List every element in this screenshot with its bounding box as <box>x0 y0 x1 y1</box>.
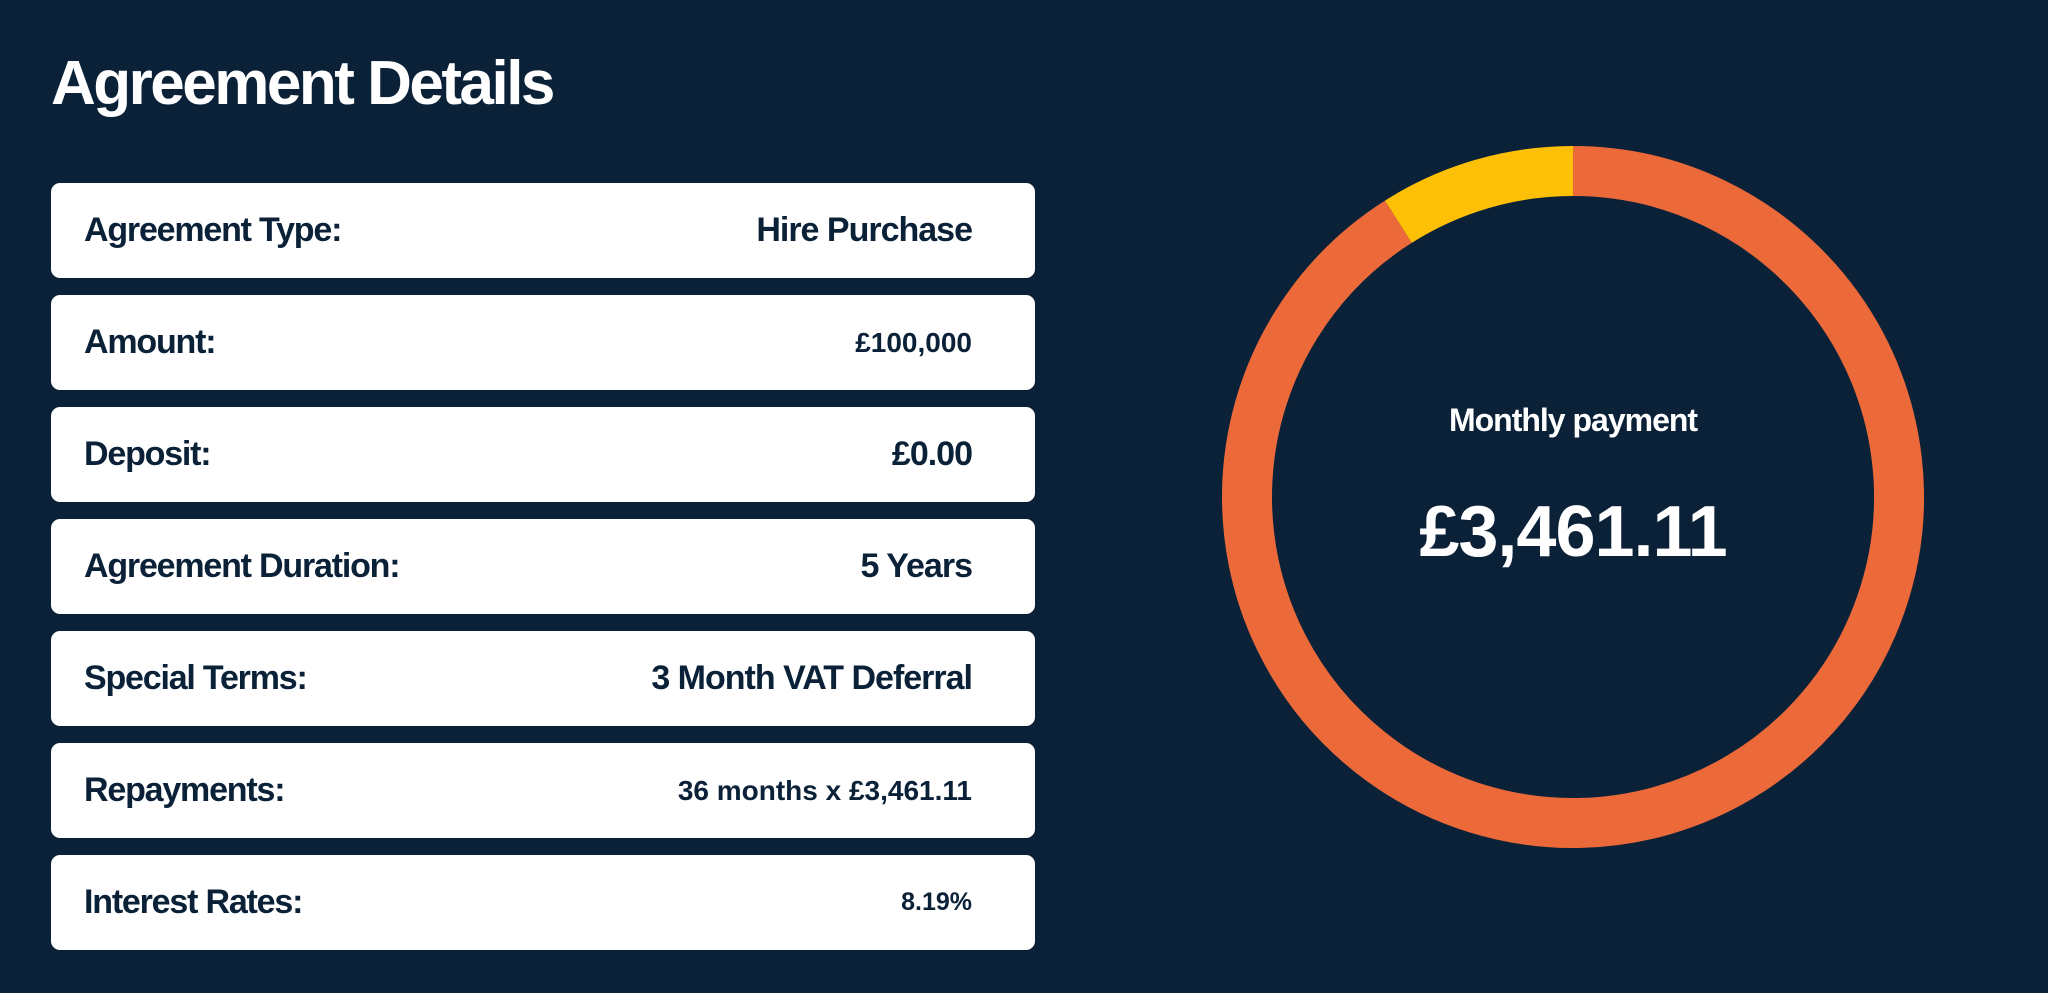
page-title: Agreement Details <box>51 49 555 118</box>
donut-segment-orange <box>1222 146 1924 848</box>
detail-value: £100,000 <box>855 326 972 358</box>
monthly-payment-donut: Monthly payment £3,461.11 <box>1222 146 1924 848</box>
donut-center: Monthly payment £3,461.11 <box>1222 146 1924 848</box>
donut-chart <box>1222 146 1924 848</box>
detail-label: Agreement Duration: <box>84 547 401 585</box>
detail-row-special-terms: Special Terms: 3 Month VAT Deferral <box>51 631 1035 726</box>
detail-label: Agreement Type: <box>84 211 342 249</box>
monthly-payment-amount: £3,461.11 <box>1419 492 1727 572</box>
detail-label: Repayments: <box>84 771 286 809</box>
detail-label: Deposit: <box>84 435 212 473</box>
details-list: Agreement Type: Hire Purchase Amount: £1… <box>51 183 1035 950</box>
detail-value: 3 Month VAT Deferral <box>651 659 973 697</box>
detail-row-agreement-type: Agreement Type: Hire Purchase <box>51 183 1035 278</box>
detail-label: Interest Rates: <box>84 883 303 921</box>
donut-segments <box>1222 146 1924 848</box>
detail-row-deposit: Deposit: £0.00 <box>51 407 1035 502</box>
detail-label: Special Terms: <box>84 659 308 697</box>
detail-value: 5 Years <box>860 547 973 585</box>
detail-value: Hire Purchase <box>756 211 973 249</box>
detail-value: 36 months x £3,461.11 <box>677 774 972 806</box>
monthly-payment-label: Monthly payment <box>1448 402 1698 438</box>
donut-segment-yellow <box>1384 146 1574 244</box>
detail-row-repayments: Repayments: 36 months x £3,461.11 <box>51 743 1035 838</box>
detail-value: £0.00 <box>891 435 973 473</box>
detail-row-interest-rates: Interest Rates: 8.19% <box>51 855 1035 950</box>
detail-value: 8.19% <box>901 888 972 916</box>
detail-row-amount: Amount: £100,000 <box>51 295 1035 390</box>
detail-label: Amount: <box>84 323 217 361</box>
detail-row-agreement-duration: Agreement Duration: 5 Years <box>51 519 1035 614</box>
